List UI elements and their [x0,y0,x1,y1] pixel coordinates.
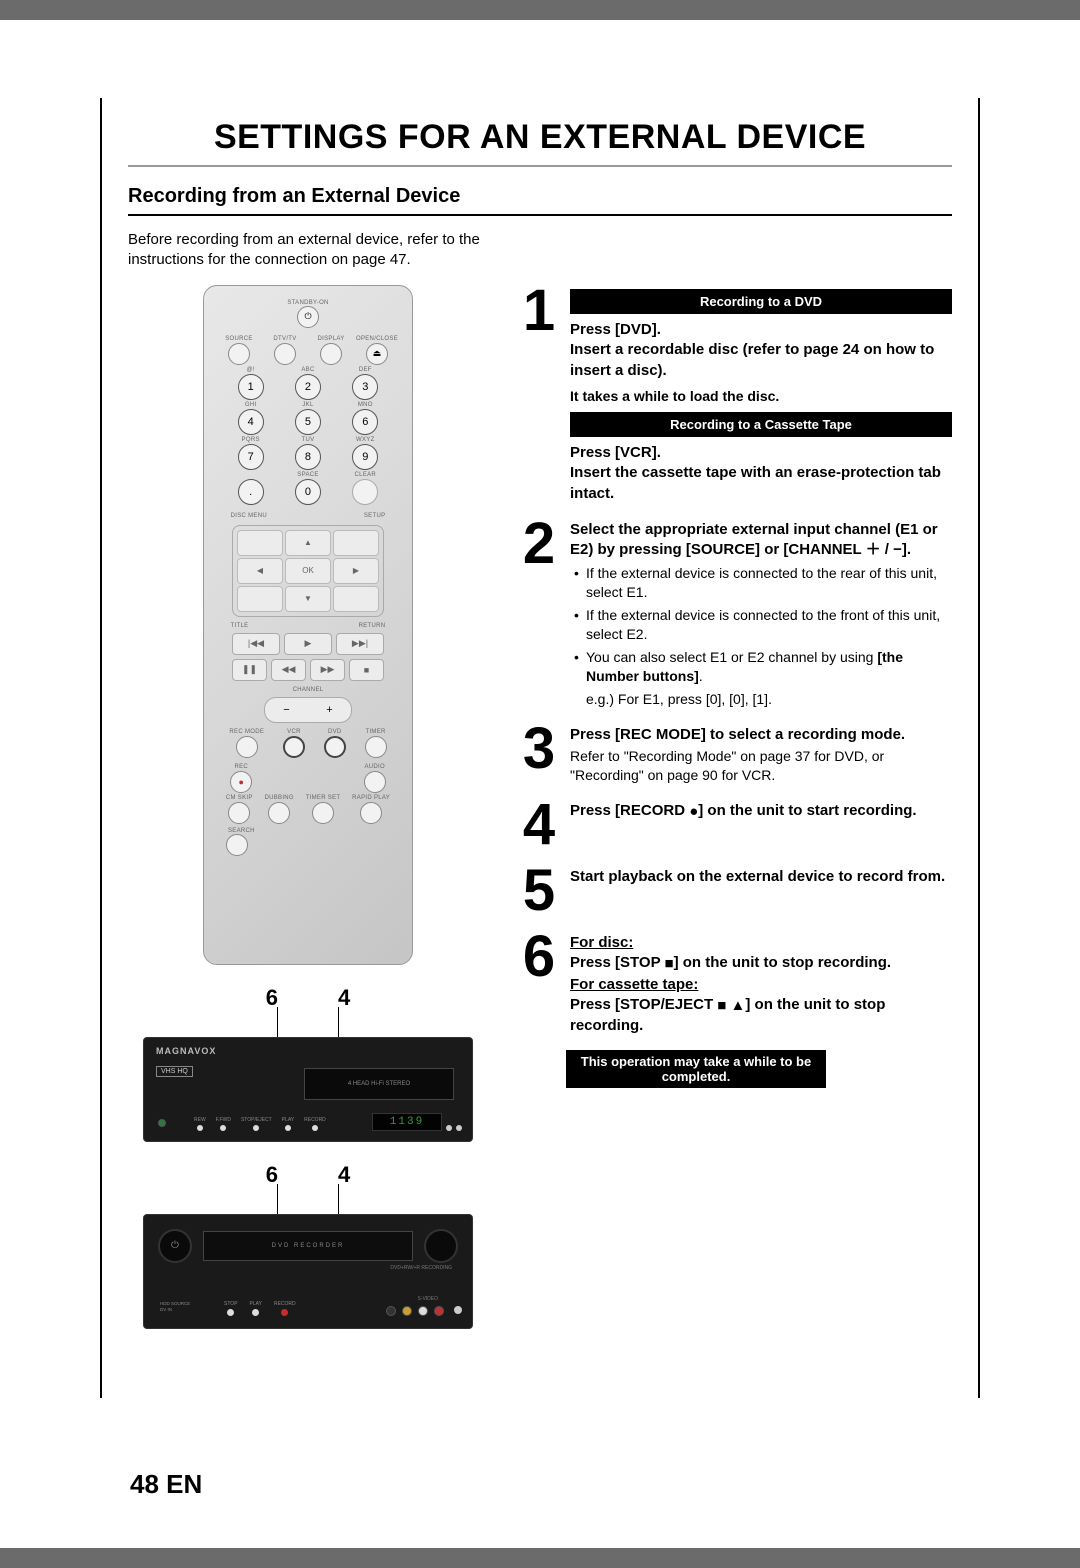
key-0: 0 [295,479,321,505]
key-clear [352,479,378,505]
for-disc-label: For disc: [570,934,633,951]
pause-icon: ❚❚ [232,659,267,681]
av-jacks-icon [386,1306,444,1316]
insert-tape-text: Insert the cassette tape with an erase-p… [570,464,941,501]
manual-page: SETTINGS FOR AN EXTERNAL DEVICE Recordin… [0,20,1080,1548]
bar-recording-tape: Recording to a Cassette Tape [570,412,952,438]
key-9: 9 [352,444,378,470]
insert-dvd-text: Insert a recordable disc (refer to page … [570,341,934,378]
stop-icon: ■ [665,954,674,974]
load-note: It takes a while to load the disc. [570,387,952,406]
step-5-number: 5 [518,865,560,917]
dvd-button [324,736,346,758]
key-2: 2 [295,374,321,400]
for-tape-label: For cassette tape: [570,976,698,993]
key-4: 4 [238,409,264,435]
timer-button [365,736,387,758]
right-column: 1 Recording to a DVD Press [DVD]. Insert… [518,285,952,1329]
key-7: 7 [238,444,264,470]
stop-icon: ■ [717,996,726,1016]
page-title: SETTINGS FOR AN EXTERNAL DEVICE [128,118,952,157]
vcr-display: 1139 [372,1113,442,1131]
source-button [228,343,250,365]
step-2-bullet-3: You can also select E1 or E2 channel by … [574,648,952,686]
step-2-bullet-2: If the external device is connected to t… [574,606,952,644]
page-number: 48 EN [130,1469,202,1500]
search-button [226,834,248,856]
step-4-head: Press [RECORD ●] on the unit to start re… [570,802,917,819]
recmode-button [236,736,258,758]
step-3-sub: Refer to "Recording Mode" on page 37 for… [570,747,952,785]
title-rule [128,165,952,167]
standby-label: STANDBY-ON [287,300,328,306]
step-3-head: Press [REC MODE] to select a recording m… [570,726,905,743]
rew-icon: ◀◀ [271,659,306,681]
section-rule [128,214,952,216]
audio-button [364,771,386,793]
record-icon: ● [689,802,698,822]
key-6: 6 [352,409,378,435]
step-6-number: 6 [518,931,560,1036]
skip-back-icon: |◀◀ [232,633,280,655]
step-2-number: 2 [518,518,560,709]
vcr-button [283,736,305,758]
step-6-disc: Press [STOP ■] on the unit to stop recor… [570,954,891,971]
vcr-device-illustration: MAGNAVOX VHS HQ 4 HEAD Hi-Fi STEREO REW … [143,1037,473,1142]
press-dvd-text: Press [DVD]. [570,321,661,338]
step-3-number: 3 [518,723,560,785]
key-dot: . [238,479,264,505]
step-2-example: e.g.) For E1, press [0], [0], [1]. [586,690,952,709]
section-title: Recording from an External Device [128,185,952,208]
standby-button-icon: ⏻ [297,306,319,328]
key-5: 5 [295,409,321,435]
stop-icon: ■ [349,659,384,681]
step-4-number: 4 [518,799,560,851]
power-led-icon [158,1119,166,1127]
key-8: 8 [295,444,321,470]
openclose-button: ⏏ [366,343,388,365]
key-3: 3 [352,374,378,400]
bar-recording-dvd: Recording to a DVD [570,289,952,315]
nav-pad: ▲ ◀OK▶ ▼ [232,525,384,617]
step-2-head: Select the appropriate external input ch… [570,521,938,558]
step-5-head: Start playback on the external device to… [570,868,945,885]
dvd-device-illustration: ⏻ DVD RECORDER DVD+RW/+R RECORDING HDD S… [143,1214,473,1329]
rec-button: ● [230,771,252,793]
step-1-number: 1 [518,285,560,504]
end-note-bar: This operation may take a while to be co… [566,1050,826,1088]
skip-fwd-icon: ▶▶| [336,633,384,655]
power-knob-icon: ⏻ [158,1229,192,1263]
eject-button-icon [454,1306,462,1314]
page-border-left [100,98,102,1398]
channel-rocker: −+ [264,697,352,723]
remote-illustration: STANDBY-ON ⏻ SOURCE DTV/TV DISPLAY OPEN/… [203,285,413,965]
step-6-tape: Press [STOP/EJECT ■ ▲] on the unit to st… [570,996,885,1034]
key-1: 1 [238,374,264,400]
eject-icon: ▲ [731,996,746,1016]
page-border-right [978,98,980,1398]
play-icon: ▶ [284,633,332,655]
display-button [320,343,342,365]
step-2-bullet-1: If the external device is connected to t… [574,564,952,602]
dtvtv-button [274,343,296,365]
display-panel-icon [424,1229,458,1263]
ffwd-icon: ▶▶ [310,659,345,681]
left-column: STANDBY-ON ⏻ SOURCE DTV/TV DISPLAY OPEN/… [128,285,488,1329]
press-vcr-text: Press [VCR]. [570,444,661,461]
intro-text: Before recording from an external device… [128,230,528,271]
